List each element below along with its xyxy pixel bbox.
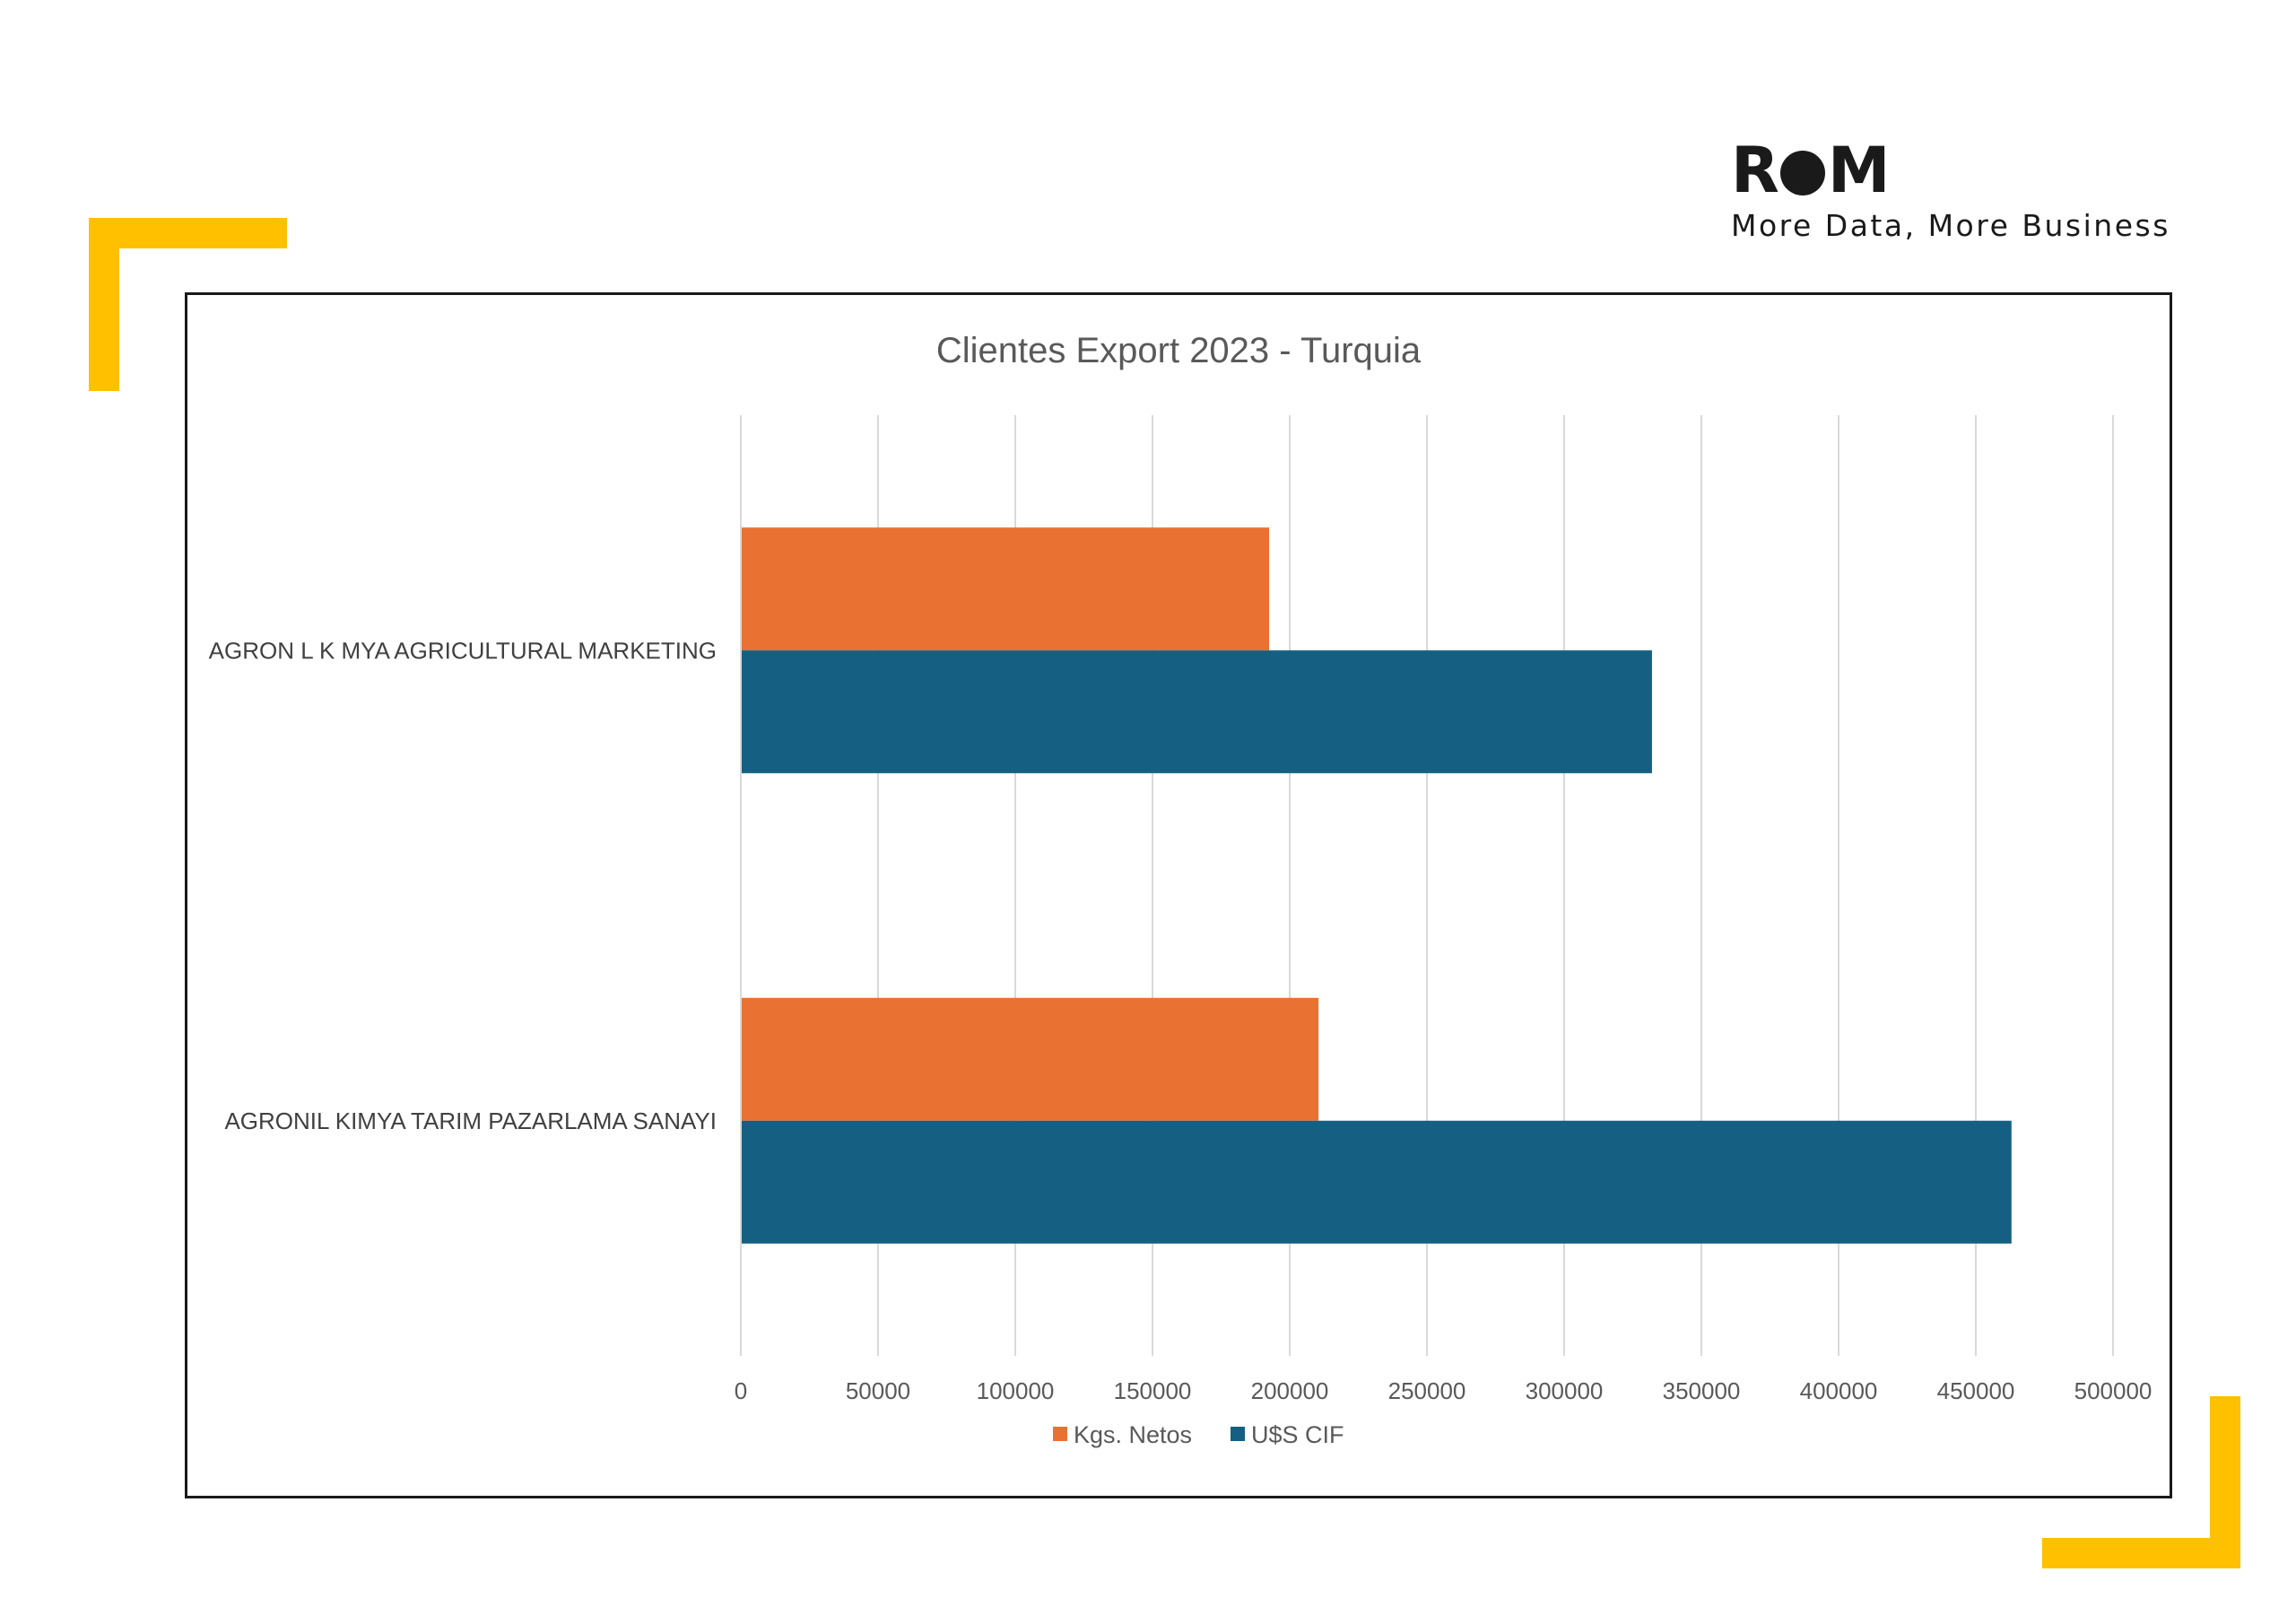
legend-label: U$S CIF <box>1251 1421 1344 1448</box>
logo-letter-m: M <box>1827 134 1891 207</box>
category-label: AGRON L K MYA AGRICULTURAL MARKETING <box>209 637 717 664</box>
x-tick-label: 400000 <box>1800 1377 1878 1404</box>
legend-label: Kgs. Netos <box>1074 1421 1192 1448</box>
legend-swatch <box>1231 1427 1245 1441</box>
bar-kgs-netos <box>741 997 1319 1121</box>
corner-bracket-top-left-horizontal <box>89 218 287 248</box>
x-tick-label: 250000 <box>1388 1377 1466 1404</box>
logo-letter-r: R <box>1731 134 1779 207</box>
corner-bracket-bottom-right-vertical <box>2210 1396 2240 1568</box>
bar-usd-cif <box>741 1120 2012 1244</box>
legend-swatch <box>1053 1427 1067 1441</box>
x-tick-label: 450000 <box>1937 1377 2015 1404</box>
chart-title: Clientes Export 2023 - Turquia <box>936 331 1422 370</box>
x-tick-label: 500000 <box>2074 1377 2152 1404</box>
x-tick-label: 0 <box>735 1377 747 1404</box>
chart-container: Clientes Export 2023 - Turquia 0 50000 1000… <box>185 292 2172 1498</box>
bar-kgs-netos <box>741 527 1270 651</box>
bar-usd-cif <box>741 650 1652 774</box>
x-tick-label: 150000 <box>1114 1377 1192 1404</box>
logo-dot-icon <box>1779 151 1825 195</box>
x-tick-label: 50000 <box>846 1377 910 1404</box>
x-tick-label: 350000 <box>1663 1377 1741 1404</box>
logo-tagline: More Data, More Business <box>1731 208 2170 243</box>
x-tick-label: 200000 <box>1251 1377 1329 1404</box>
category-label: AGRONIL KIMYA TARIM PAZARLAMA SANAYI <box>224 1107 717 1134</box>
x-tick-label: 100000 <box>977 1377 1055 1404</box>
corner-bracket-top-left-vertical <box>89 218 119 391</box>
x-tick-label: 300000 <box>1526 1377 1604 1404</box>
corner-bracket-bottom-right-horizontal <box>2042 1538 2240 1568</box>
bar-chart: Clientes Export 2023 - Turquia 0 50000 1000… <box>209 331 2152 1448</box>
